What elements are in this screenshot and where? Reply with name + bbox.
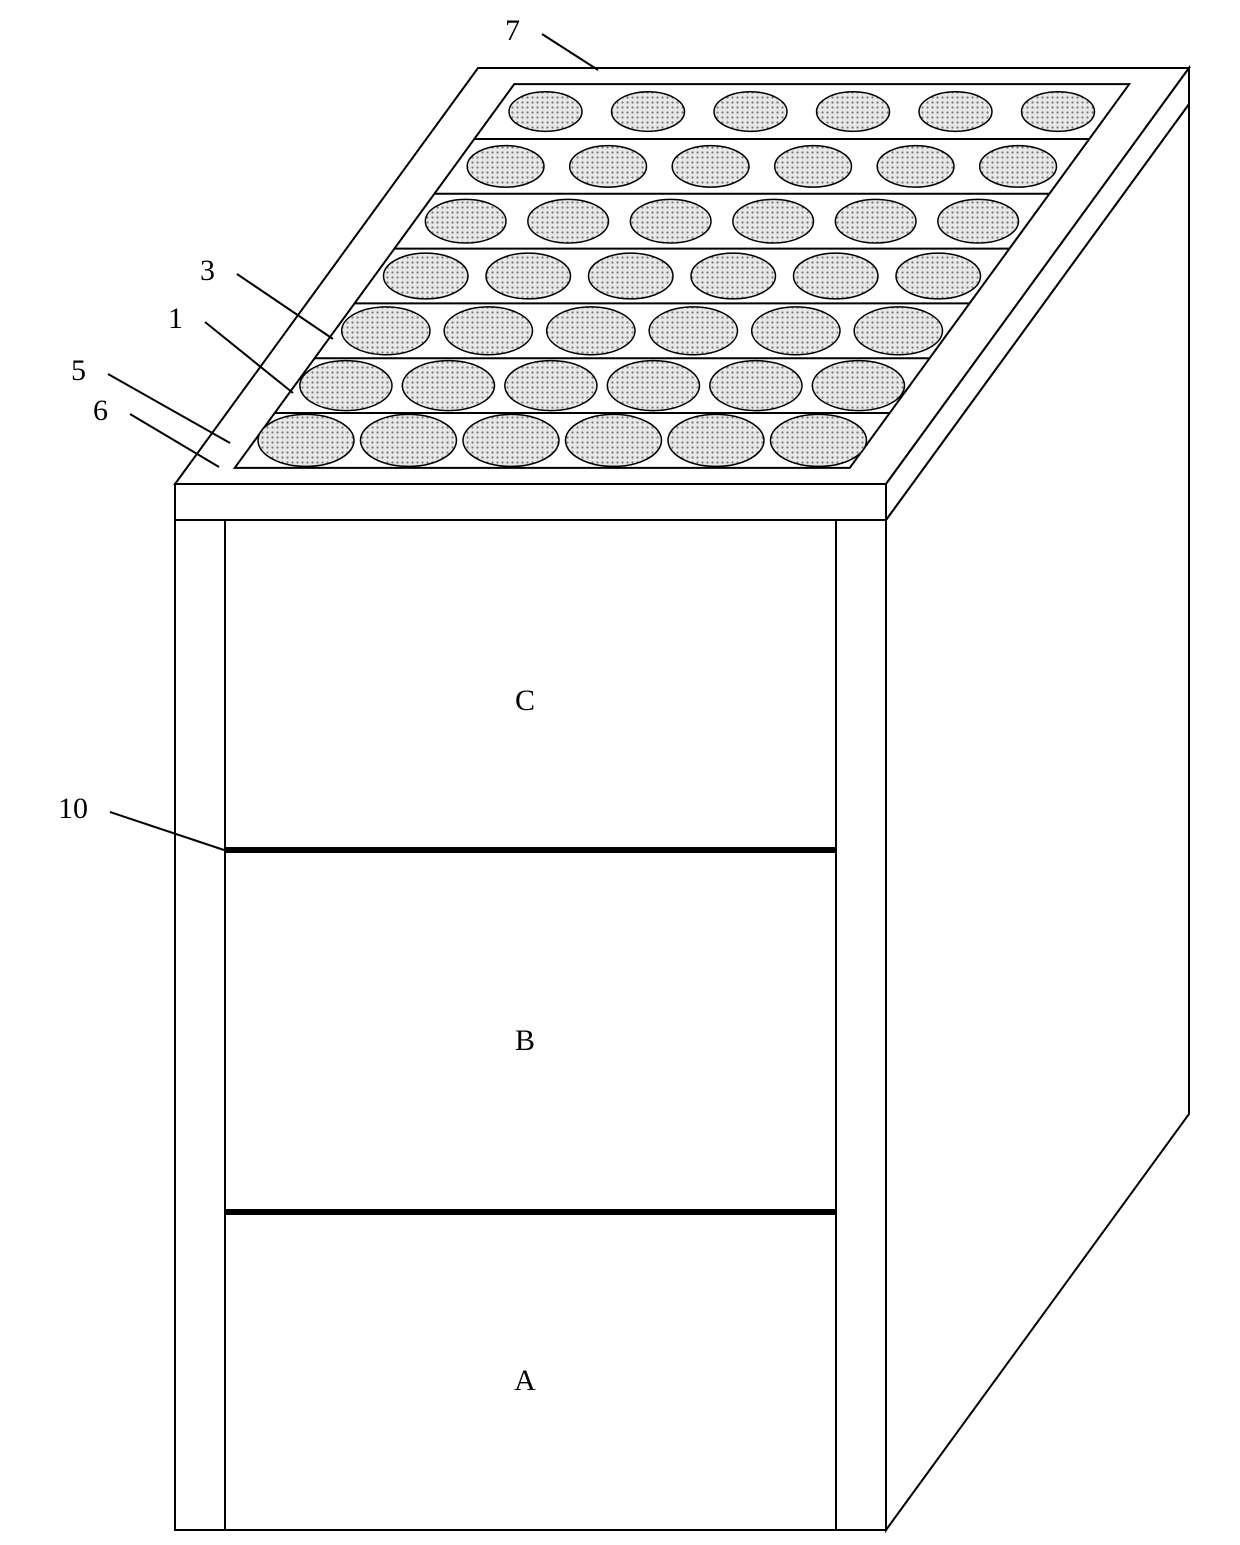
tray-cell	[691, 253, 775, 299]
section-label-B: B	[515, 1024, 535, 1057]
tray-cell	[817, 92, 890, 132]
tray-cell	[300, 361, 392, 411]
tray-cell	[668, 414, 764, 466]
tray-cell	[672, 146, 749, 188]
tray-cell	[835, 199, 916, 243]
tray-cell	[425, 199, 506, 243]
tray-cell	[384, 253, 468, 299]
tray-cell	[528, 199, 609, 243]
tray-cell	[938, 199, 1019, 243]
tray-cell	[505, 361, 597, 411]
tray-cell	[710, 361, 802, 411]
callout-line-5	[108, 374, 230, 443]
tray-cell	[547, 307, 635, 355]
callout-label-7: 7	[505, 14, 520, 47]
section-labels: A B C	[514, 684, 536, 1397]
callout-line-10	[110, 812, 224, 850]
tray-cell	[509, 92, 582, 132]
tray-cell	[612, 92, 685, 132]
tray-cell	[877, 146, 954, 188]
section-label-C: C	[515, 684, 535, 717]
tray-cell	[360, 414, 456, 466]
tray-cell	[854, 307, 942, 355]
tray-cell	[258, 414, 354, 466]
tray-cell	[607, 361, 699, 411]
section-label-A: A	[514, 1364, 536, 1397]
tray-cell	[630, 199, 711, 243]
tray-cell	[463, 414, 559, 466]
callout-label-6: 6	[93, 394, 108, 427]
tray-cell	[402, 361, 494, 411]
tray-cell	[444, 307, 532, 355]
tray-cell	[919, 92, 992, 132]
tray-cell	[649, 307, 737, 355]
callout-label-1: 1	[168, 302, 183, 335]
tray-cell	[775, 146, 852, 188]
tray-cell	[570, 146, 647, 188]
tray-cell	[794, 253, 878, 299]
callout-label-5: 5	[71, 354, 86, 387]
tray-cell	[812, 361, 904, 411]
tray-cell	[733, 199, 814, 243]
tray-cell	[896, 253, 980, 299]
tray-cell	[467, 146, 544, 188]
tray-cell	[486, 253, 570, 299]
tray-cell	[589, 253, 673, 299]
tray-cell	[342, 307, 430, 355]
tray-cell	[1022, 92, 1095, 132]
tray-cell	[752, 307, 840, 355]
tray-cell	[565, 414, 661, 466]
tray-cell	[714, 92, 787, 132]
callout-line-7	[542, 34, 598, 70]
tray-cell	[980, 146, 1057, 188]
callout-label-3: 3	[200, 254, 215, 287]
callout-label-10: 10	[58, 792, 88, 825]
tray-cell	[770, 414, 866, 466]
